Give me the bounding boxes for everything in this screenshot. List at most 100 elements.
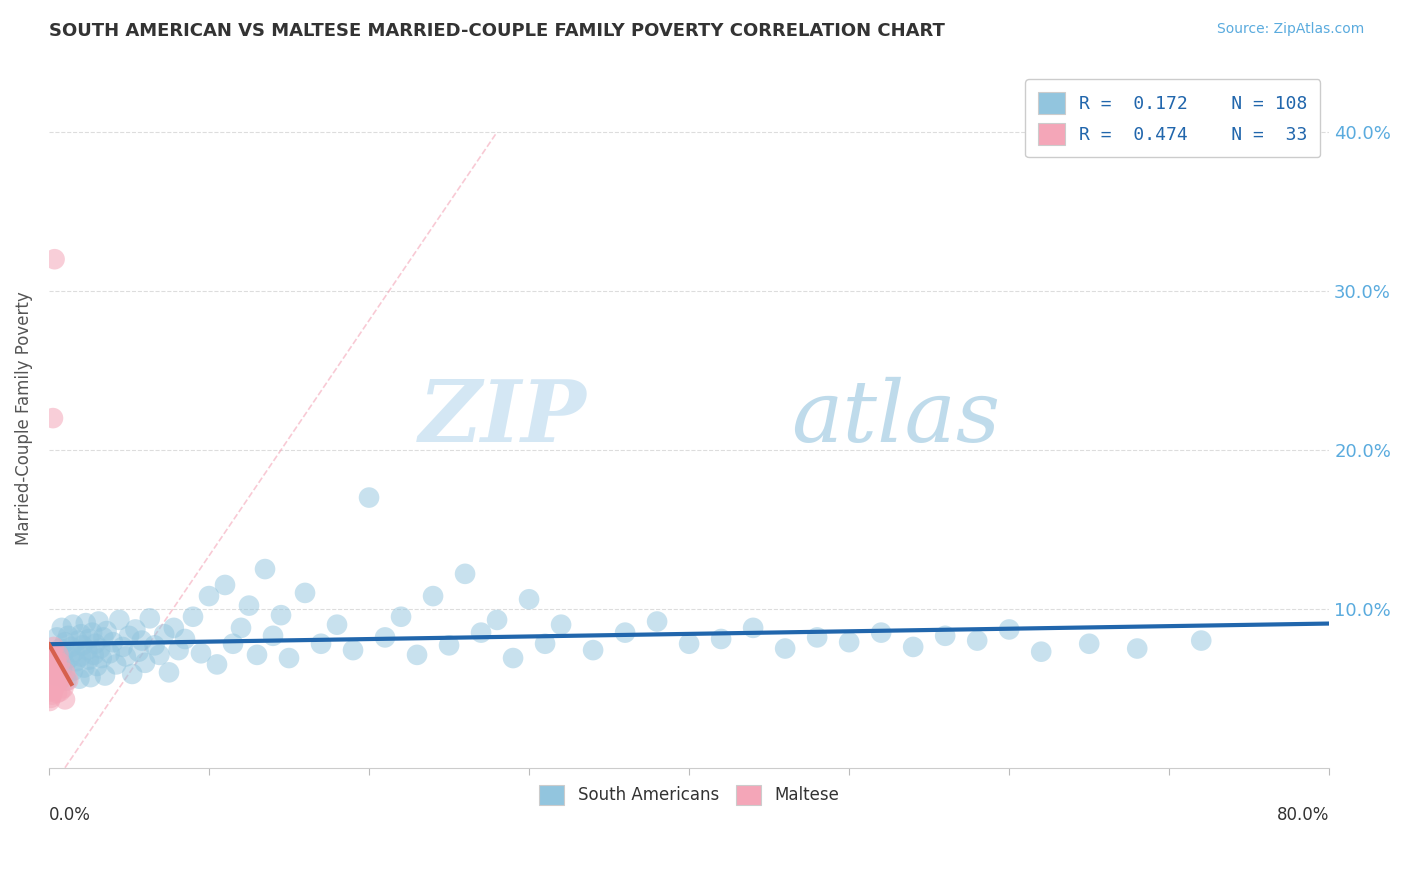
Point bbox=[84, 637, 107, 651]
Point bbox=[76, 643, 98, 657]
Legend: South Americans, Maltese: South Americans, Maltese bbox=[533, 778, 845, 812]
Point bbox=[41, 646, 63, 660]
Point bbox=[1126, 641, 1149, 656]
Point bbox=[437, 638, 460, 652]
Point bbox=[60, 640, 83, 654]
Point bbox=[45, 667, 67, 681]
Point bbox=[62, 664, 84, 678]
Point bbox=[454, 566, 477, 581]
Point bbox=[148, 648, 170, 662]
Point bbox=[42, 670, 65, 684]
Point bbox=[56, 629, 79, 643]
Point bbox=[42, 660, 65, 674]
Point bbox=[128, 645, 150, 659]
Point bbox=[79, 670, 101, 684]
Text: ZIP: ZIP bbox=[419, 376, 586, 460]
Point bbox=[42, 682, 65, 697]
Point bbox=[773, 641, 796, 656]
Point bbox=[374, 631, 396, 645]
Point bbox=[470, 625, 492, 640]
Point bbox=[89, 641, 111, 656]
Point bbox=[139, 611, 162, 625]
Point bbox=[90, 651, 112, 665]
Point bbox=[678, 637, 700, 651]
Point bbox=[59, 651, 82, 665]
Point bbox=[62, 617, 84, 632]
Point bbox=[238, 599, 260, 613]
Point bbox=[51, 672, 73, 686]
Text: Source: ZipAtlas.com: Source: ZipAtlas.com bbox=[1216, 22, 1364, 37]
Point bbox=[422, 589, 444, 603]
Point bbox=[46, 668, 69, 682]
Point bbox=[153, 627, 176, 641]
Point bbox=[645, 615, 668, 629]
Point bbox=[229, 621, 252, 635]
Point bbox=[262, 629, 284, 643]
Point bbox=[49, 656, 72, 670]
Point bbox=[39, 653, 62, 667]
Point bbox=[52, 681, 75, 696]
Point bbox=[48, 653, 70, 667]
Point bbox=[710, 632, 733, 646]
Point bbox=[582, 643, 605, 657]
Point bbox=[48, 674, 70, 689]
Text: SOUTH AMERICAN VS MALTESE MARRIED-COUPLE FAMILY POVERTY CORRELATION CHART: SOUTH AMERICAN VS MALTESE MARRIED-COUPLE… bbox=[49, 22, 945, 40]
Point bbox=[70, 649, 93, 664]
Point bbox=[41, 673, 63, 688]
Point bbox=[253, 562, 276, 576]
Point bbox=[278, 651, 301, 665]
Point bbox=[966, 633, 988, 648]
Point bbox=[73, 660, 96, 674]
Point bbox=[55, 673, 77, 688]
Point bbox=[108, 613, 131, 627]
Point bbox=[53, 665, 76, 680]
Point bbox=[65, 654, 87, 668]
Point bbox=[44, 659, 66, 673]
Point bbox=[53, 657, 76, 672]
Point bbox=[93, 631, 115, 645]
Point bbox=[82, 625, 104, 640]
Point bbox=[53, 692, 76, 706]
Point bbox=[742, 621, 765, 635]
Point bbox=[42, 681, 65, 696]
Point bbox=[48, 648, 70, 662]
Point bbox=[44, 676, 66, 690]
Point bbox=[246, 648, 269, 662]
Point bbox=[934, 629, 956, 643]
Point bbox=[118, 629, 141, 643]
Point bbox=[998, 623, 1021, 637]
Point bbox=[86, 659, 108, 673]
Point bbox=[389, 609, 412, 624]
Point bbox=[190, 646, 212, 660]
Text: 80.0%: 80.0% bbox=[1277, 806, 1329, 824]
Point bbox=[39, 684, 62, 698]
Point bbox=[77, 653, 100, 667]
Point bbox=[134, 656, 156, 670]
Point bbox=[870, 625, 893, 640]
Point bbox=[101, 635, 124, 649]
Point bbox=[406, 648, 429, 662]
Point bbox=[75, 616, 97, 631]
Point bbox=[98, 646, 121, 660]
Point bbox=[1031, 645, 1053, 659]
Point bbox=[114, 649, 136, 664]
Point bbox=[198, 589, 221, 603]
Point bbox=[205, 657, 228, 672]
Point bbox=[63, 645, 86, 659]
Point bbox=[550, 617, 572, 632]
Point bbox=[326, 617, 349, 632]
Point bbox=[167, 643, 190, 657]
Point bbox=[901, 640, 924, 654]
Point bbox=[46, 686, 69, 700]
Point bbox=[83, 648, 105, 662]
Point bbox=[270, 608, 292, 623]
Point bbox=[181, 609, 204, 624]
Text: atlas: atlas bbox=[792, 376, 1001, 459]
Point bbox=[46, 631, 69, 645]
Point bbox=[96, 624, 118, 638]
Point bbox=[38, 694, 60, 708]
Point bbox=[51, 662, 73, 676]
Point bbox=[49, 641, 72, 656]
Point bbox=[44, 649, 66, 664]
Point bbox=[49, 684, 72, 698]
